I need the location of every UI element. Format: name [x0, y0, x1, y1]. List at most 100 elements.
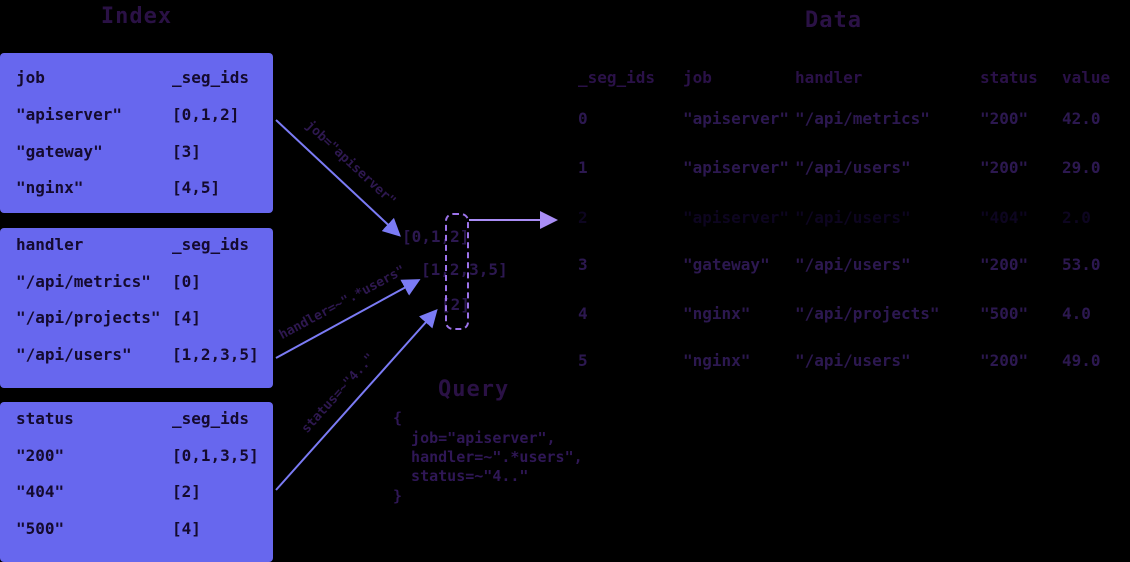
cell-value: 29.0: [1062, 158, 1101, 177]
col-header-status: status: [980, 68, 1038, 87]
index-row: "/api/users" [1,2,3,5]: [0, 345, 273, 365]
cell-value: 4.0: [1062, 304, 1091, 323]
index-key-header: status: [16, 409, 74, 428]
matched-seg-ids-status: [2]: [441, 295, 470, 314]
cell-job: "apiserver": [683, 109, 789, 128]
query-line: {: [393, 409, 403, 427]
cell-seg-id: 0: [578, 109, 588, 128]
index-header-row: status _seg_ids: [0, 409, 273, 429]
handler-filter-arrow: [275, 279, 421, 359]
cell-seg-id: 1: [578, 158, 588, 177]
index-seg-ids: [1,2,3,5]: [172, 345, 259, 364]
index-header-row: handler _seg_ids: [0, 235, 273, 255]
cell-handler: "/api/users": [795, 208, 911, 227]
index-key: "/api/metrics": [16, 272, 151, 291]
index-row: "nginx" [4,5]: [0, 178, 273, 198]
table-row-3: 3 "gateway" "/api/users" "200" 53.0: [0, 245, 1130, 285]
job-filter-label: job="apiserver": [302, 118, 398, 209]
matched-seg-ids-job: [0,1,2]: [402, 227, 470, 246]
data-table-header: _seg_ids job handler status value: [0, 58, 1130, 98]
table-row-4: 4 "nginx" "/api/projects" "500" 4.0: [0, 294, 1130, 334]
cell-job: "nginx": [683, 304, 751, 323]
index-key: "/api/projects": [16, 308, 161, 327]
col-header-value: value: [1062, 68, 1111, 87]
cell-value: 42.0: [1062, 109, 1101, 128]
index-key: "/api/users": [16, 345, 132, 364]
table-row-0: 0 "apiserver" "/api/metrics" "200" 42.0: [0, 99, 1130, 139]
query-line: status=~"4..": [393, 467, 529, 485]
cell-seg-id: 2: [578, 208, 588, 227]
matched-seg-ids-handler: [1,2,3,5]: [421, 260, 508, 279]
index-row: "200" [0,1,3,5]: [0, 446, 273, 466]
cell-handler: "/api/metrics": [795, 109, 930, 128]
index-key: "apiserver": [16, 105, 122, 124]
job-filter-arrow: [275, 119, 401, 237]
index-key-header: handler: [16, 235, 84, 254]
col-header-job: job: [683, 68, 712, 87]
index-box-handler: handler _seg_ids "/api/metrics" [0] "/ap…: [0, 228, 273, 388]
col-header-handler: handler: [795, 68, 863, 87]
status-filter-label: status=~"4..": [299, 351, 378, 437]
index-seg-ids: [4]: [172, 308, 201, 327]
index-key: "gateway": [16, 142, 103, 161]
index-row: "500" [4]: [0, 519, 273, 539]
index-row: "gateway" [3]: [0, 142, 273, 162]
cell-job: "gateway": [683, 255, 770, 274]
cell-job: "nginx": [683, 351, 751, 370]
index-title: Index: [100, 4, 173, 29]
query-line: }: [393, 487, 403, 505]
data-title: Data: [805, 8, 862, 33]
cell-status: "500": [980, 304, 1029, 323]
seg-ids-header: _seg_ids: [172, 409, 250, 428]
cell-seg-id: 4: [578, 304, 588, 323]
index-key-header: job: [16, 68, 45, 87]
table-row-5: 5 "nginx" "/api/users" "200" 49.0: [0, 341, 1130, 381]
cell-handler: "/api/users": [795, 351, 911, 370]
intersection-dashed-box: [445, 213, 469, 330]
seg-ids-header: _seg_ids: [172, 68, 250, 87]
cell-status: "200": [980, 158, 1029, 177]
query-line: job="apiserver",: [393, 429, 556, 447]
query-title: Query: [438, 377, 510, 402]
index-seg-ids: [0]: [172, 272, 201, 291]
cell-handler: "/api/projects": [795, 304, 940, 323]
index-seg-ids: [4,5]: [172, 178, 221, 197]
query-line: handler=~".*users",: [393, 448, 583, 466]
cell-job: "apiserver": [683, 208, 789, 227]
index-seg-ids: [3]: [172, 142, 201, 161]
handler-filter-label: handler=~".*users": [277, 263, 408, 343]
index-row: "404" [2]: [0, 482, 273, 502]
index-row: "/api/projects" [4]: [0, 308, 273, 328]
index-seg-ids: [2]: [172, 482, 201, 501]
cell-status: "200": [980, 109, 1029, 128]
table-row-2-highlighted: 2 "apiserver" "/api/users" "404" 2.0: [0, 198, 1130, 238]
cell-value: 2.0: [1062, 208, 1091, 227]
table-row-1: 1 "apiserver" "/api/users" "200" 29.0: [0, 148, 1130, 188]
index-key: "404": [16, 482, 65, 501]
cell-status: "200": [980, 255, 1029, 274]
seg-ids-header: _seg_ids: [172, 235, 250, 254]
index-key: "nginx": [16, 178, 84, 197]
col-header-seg-ids: _seg_ids: [578, 68, 656, 87]
index-header-row: job _seg_ids: [0, 68, 273, 88]
cell-status: "200": [980, 351, 1029, 370]
status-filter-arrow: [275, 309, 438, 491]
cell-seg-id: 3: [578, 255, 588, 274]
index-key: "200": [16, 446, 65, 465]
index-seg-ids: [0,1,2]: [172, 105, 240, 124]
index-seg-ids: [0,1,3,5]: [172, 446, 259, 465]
cell-handler: "/api/users": [795, 158, 911, 177]
index-row: "/api/metrics" [0]: [0, 272, 273, 292]
cell-handler: "/api/users": [795, 255, 911, 274]
cell-value: 49.0: [1062, 351, 1101, 370]
index-seg-ids: [4]: [172, 519, 201, 538]
cell-seg-id: 5: [578, 351, 588, 370]
index-key: "500": [16, 519, 65, 538]
cell-value: 53.0: [1062, 255, 1101, 274]
index-box-job: job _seg_ids "apiserver" [0,1,2] "gatewa…: [0, 53, 273, 213]
cell-job: "apiserver": [683, 158, 789, 177]
index-row: "apiserver" [0,1,2]: [0, 105, 273, 125]
index-box-status: status _seg_ids "200" [0,1,3,5] "404" [2…: [0, 402, 273, 562]
